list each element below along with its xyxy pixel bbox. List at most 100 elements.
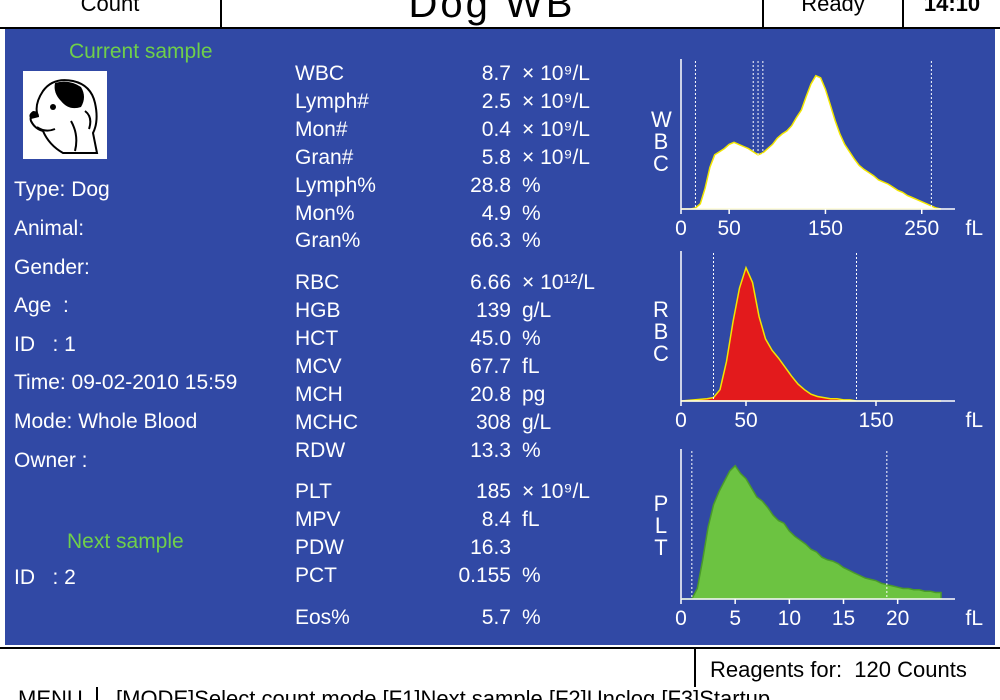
param-unit: g/L	[522, 299, 552, 322]
tick-label: 15	[832, 607, 855, 629]
param-unit: %	[522, 439, 541, 462]
tick-label: 150	[808, 217, 843, 239]
tick-label: 50	[717, 217, 740, 239]
axis-unit-label: fL	[965, 409, 983, 431]
param-unit: %	[522, 564, 541, 587]
param-name: RDW	[295, 439, 346, 462]
tick-label: 20	[886, 607, 909, 629]
param-value: 4.9	[481, 202, 511, 225]
param-value: 139	[475, 299, 511, 322]
param-value: 67.7	[470, 355, 511, 378]
param-unit: × 10⁹/L	[522, 480, 590, 503]
plt-histogram: 0 5 10 15 20 fL	[675, 449, 983, 629]
param-name: Gran%	[295, 229, 361, 252]
param-value: 5.7	[481, 606, 511, 629]
param-name: Eos%	[295, 606, 350, 629]
param-name: MCHC	[295, 411, 358, 434]
histogram-area	[680, 265, 941, 402]
param-value: 66.3	[470, 229, 511, 252]
screen-title: Dog WB	[222, 0, 764, 27]
param-name: WBC	[295, 62, 344, 85]
param-value: 185	[475, 480, 511, 503]
param-value: 8.7	[481, 62, 511, 85]
status-indicator: Ready	[764, 0, 904, 27]
rbc-histogram: 0 50 150 fL	[675, 251, 983, 431]
param-value: 0.4	[481, 118, 511, 141]
param-unit: g/L	[522, 411, 552, 434]
gender-field: Gender:	[14, 256, 90, 279]
param-unit: × 10¹²/L	[522, 271, 595, 294]
status-bar: Count Dog WB Ready 14:10	[0, 0, 1000, 29]
next-id-field: ID : 2	[14, 566, 76, 589]
param-name: Mon#	[295, 118, 348, 141]
clock: 14:10	[923, 0, 981, 16]
param-unit: %	[522, 327, 541, 350]
tick-label: 0	[675, 217, 687, 239]
param-unit: fL	[522, 355, 540, 378]
param-name: Mon%	[295, 202, 355, 225]
param-value: 308	[475, 411, 511, 434]
histogram-area	[681, 74, 942, 210]
results-panel: Current sample Type: Dog Animal: Gender:…	[5, 29, 995, 645]
divider	[96, 687, 98, 700]
param-value: 16.3	[470, 536, 511, 559]
param-name: HGB	[295, 299, 341, 322]
tick-label: 50	[734, 409, 757, 431]
id-field: ID : 1	[14, 333, 76, 356]
param-name: PLT	[295, 480, 332, 503]
param-name: MPV	[295, 508, 341, 531]
param-unit: %	[522, 606, 541, 629]
param-name: HCT	[295, 327, 339, 350]
tick-label: 10	[778, 607, 801, 629]
param-name: Lymph%	[295, 174, 376, 197]
param-value: 13.3	[470, 439, 511, 462]
tick-label: 0	[675, 607, 687, 629]
key-hints: [MODE]Select count mode [F1]Next sample …	[116, 687, 771, 700]
menu-key[interactable]: MENU	[18, 687, 83, 700]
param-unit: × 10⁹/L	[522, 146, 590, 169]
next-sample-heading: Next sample	[67, 530, 184, 553]
param-value: 5.8	[481, 146, 511, 169]
param-unit: × 10⁹/L	[522, 118, 590, 141]
param-name: RBC	[295, 271, 340, 294]
histogram-area	[681, 464, 942, 600]
count-label: Count	[0, 0, 222, 27]
param-name: MCV	[295, 355, 342, 378]
param-name: MCH	[295, 383, 343, 406]
wbc-histogram: 0 50 150 250 fL	[675, 59, 983, 239]
dog-icon	[23, 71, 107, 159]
param-name: PDW	[295, 536, 344, 559]
tick-label: 150	[858, 409, 893, 431]
param-name: PCT	[295, 564, 337, 587]
mode-field: Mode: Whole Blood	[14, 410, 198, 433]
param-unit: %	[522, 202, 541, 225]
tick-label: 0	[675, 409, 687, 431]
param-value: 20.8	[470, 383, 511, 406]
time-field: Time: 09-02-2010 15:59	[14, 371, 238, 394]
reagent-counter: Reagents for: 120 Counts	[694, 649, 1000, 687]
param-name: Gran#	[295, 146, 354, 169]
current-sample-heading: Current sample	[69, 40, 213, 63]
owner-field: Owner :	[14, 449, 88, 472]
param-value: 8.4	[481, 508, 511, 531]
param-value: 28.8	[470, 174, 511, 197]
param-unit: × 10⁹/L	[522, 90, 590, 113]
param-unit: fL	[522, 508, 540, 531]
tick-label: 250	[904, 217, 939, 239]
param-value: 6.66	[470, 271, 511, 294]
param-value: 45.0	[470, 327, 511, 350]
param-value: 2.5	[481, 90, 511, 113]
age-field: Age :	[14, 294, 69, 317]
info-bar: Reagents for: 120 Counts	[0, 647, 1000, 689]
animal-field: Animal:	[14, 217, 85, 240]
param-unit: %	[522, 174, 541, 197]
hint-bar: MENU [MODE]Select count mode [F1]Next sa…	[0, 687, 1000, 700]
param-unit: × 10⁹/L	[522, 62, 590, 85]
axis-unit-label: fL	[965, 607, 983, 629]
param-unit: %	[522, 229, 541, 252]
param-unit: pg	[522, 383, 546, 406]
type-field: Type: Dog	[14, 178, 110, 201]
param-name: Lymph#	[295, 90, 369, 113]
